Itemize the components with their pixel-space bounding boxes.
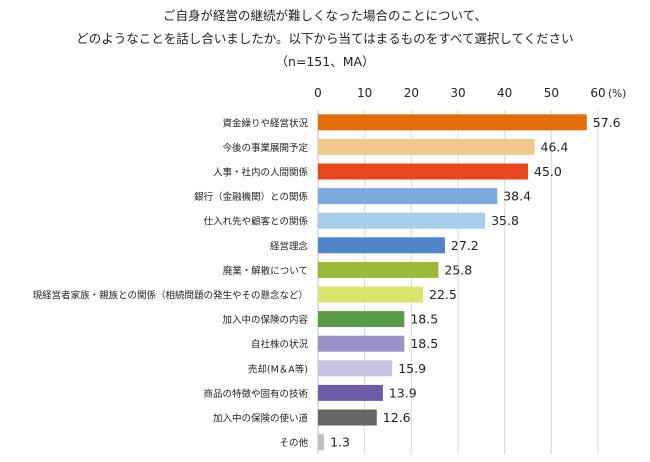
category-label: 資金繰りや経営状況 [222,117,308,129]
value-label: 1.3 [330,435,350,450]
category-label: 売却(M＆A等) [248,363,308,375]
category-label: 自社株の状況 [251,339,309,351]
value-label: 22.5 [429,287,457,302]
category-label: 現経営者家族・親族との関係（相続問題の発生やその懸念など） [33,290,308,302]
x-tick-label: 50 [544,86,559,100]
category-label: 加入中の保険の内容 [222,314,308,326]
unit-label: (%) [608,88,626,100]
value-label: 12.6 [383,410,411,425]
bar [318,311,405,328]
value-label: 35.8 [491,213,519,228]
value-label: 46.4 [541,139,569,154]
chart-title-line-2: どのようなことを話し合いましたか。以下から当てはまるものをすべて選択してください [76,31,574,46]
value-label: 57.6 [593,115,621,130]
x-tick-label: 0 [314,86,322,100]
category-label: 銀行（金融機関）との関係 [194,191,308,203]
value-label: 18.5 [410,312,438,327]
chart-title: ご自身が経営の継続が難しくなった場合のことについて、 どのようなことを話し合いま… [0,4,650,73]
bar [318,409,377,426]
value-label: 15.9 [398,361,426,376]
x-tick-label: 20 [404,86,419,100]
bar [318,138,535,155]
value-label: 25.8 [444,262,472,277]
bar [318,286,423,303]
value-label: 18.5 [410,336,438,351]
bar [318,188,498,205]
x-tick-label: 10 [357,86,372,100]
x-tick-label: 60 [590,86,605,100]
category-label: 仕入れ先や顧客との関係 [204,216,309,228]
category-label: 人事・社内の人間関係 [213,167,309,179]
category-label: その他 [279,437,308,449]
bar [318,114,587,131]
chart-title-line-3: （n=151、MA） [275,54,375,69]
value-label: 27.2 [451,238,479,253]
bar [318,237,445,254]
x-tick-label: 40 [497,86,512,100]
bar [318,360,393,377]
chart-title-line-1: ご自身が経営の継続が難しくなった場合のことについて、 [162,8,487,23]
bar [318,163,528,180]
bar [318,384,383,401]
value-label: 45.0 [534,164,562,179]
category-label: 今後の事業展開予定 [222,142,308,154]
category-label: 経営理念 [270,240,309,252]
x-tick-label: 30 [450,86,465,100]
bar [318,261,439,278]
value-label: 13.9 [389,385,417,400]
value-label: 38.4 [503,189,531,204]
bar [318,212,486,229]
category-label: 加入中の保険の使い道 [213,413,309,425]
category-label: 商品の特徴や固有の技術 [203,388,308,400]
bar [318,335,405,352]
bar [318,434,325,451]
category-label: 廃業・解散について [223,265,308,277]
